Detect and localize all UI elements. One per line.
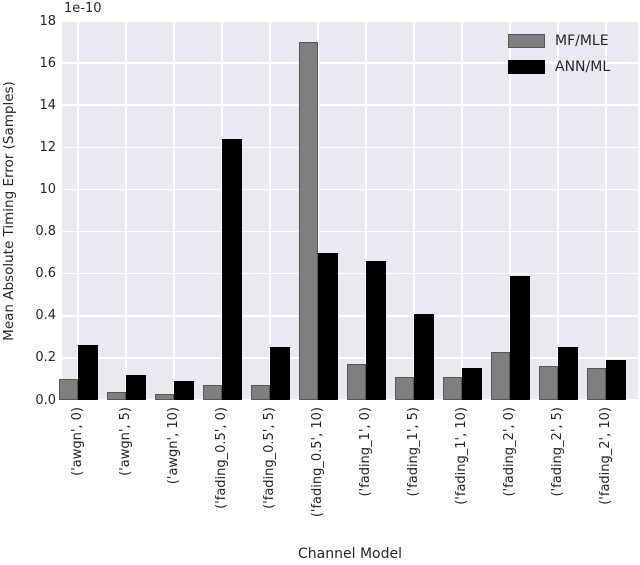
- y-axis-offset-text: 1e-10: [64, 1, 102, 16]
- y-tick-label: 18: [39, 13, 56, 29]
- legend-label-mf-mle: MF/MLE: [555, 32, 609, 49]
- bar-mf-mle-1: [106, 391, 126, 400]
- bar-ann-ml-7: [414, 313, 434, 400]
- legend: MF/MLE ANN/ML: [508, 33, 610, 85]
- gridline-horizontal: [62, 315, 638, 317]
- x-tick-label: ('fading_1', 10): [454, 407, 469, 505]
- gridline-vertical: [125, 21, 127, 400]
- gridline-vertical: [413, 21, 415, 400]
- x-tick-label: ('fading_2', 0): [502, 407, 517, 497]
- x-axis-label: Channel Model: [298, 546, 402, 562]
- legend-swatch-mf-mle: [508, 33, 545, 48]
- legend-entry-mf-mle: MF/MLE: [508, 32, 610, 49]
- y-tick-label: 0.0: [35, 392, 56, 408]
- x-tick-label: ('fading_0.5', 10): [310, 407, 325, 518]
- bar-mf-mle-2: [154, 393, 174, 400]
- bar-ann-ml-10: [558, 347, 578, 400]
- gridline-horizontal: [62, 357, 638, 359]
- gridline-horizontal: [62, 146, 638, 149]
- gridline-vertical: [365, 21, 367, 400]
- legend-entry-ann-ml: ANN/ML: [508, 58, 611, 75]
- bar-ann-ml-1: [126, 374, 146, 400]
- bar-mf-mle-9: [490, 351, 510, 400]
- gridline-vertical: [605, 21, 607, 400]
- bar-mf-mle-3: [202, 385, 222, 400]
- y-tick-label: 0.2: [35, 350, 56, 366]
- gridline-horizontal: [62, 62, 638, 64]
- legend-label-ann-ml: ANN/ML: [555, 58, 611, 75]
- gridline-vertical: [269, 21, 271, 400]
- y-tick-label: 10: [39, 181, 56, 197]
- y-tick-label: 14: [39, 97, 56, 113]
- bar-mf-mle-5: [298, 42, 318, 400]
- bar-ann-ml-8: [462, 368, 482, 400]
- bar-mf-mle-4: [250, 385, 270, 400]
- y-tick-label: 16: [39, 55, 56, 71]
- bar-mf-mle-0: [58, 378, 78, 400]
- y-tick-label: 0.4: [35, 308, 56, 324]
- y-tick-label: 0.8: [35, 224, 56, 240]
- x-tick-label: ('fading_1', 5): [406, 407, 421, 497]
- bar-ann-ml-5: [318, 252, 338, 400]
- gridline-vertical: [557, 21, 559, 400]
- bar-ann-ml-2: [174, 381, 194, 400]
- gridline-horizontal: [62, 20, 638, 22]
- x-tick-label: ('awgn', 0): [70, 407, 85, 476]
- y-tick-label: 12: [39, 139, 56, 155]
- gridline-horizontal: [62, 272, 638, 275]
- bar-mf-mle-6: [346, 364, 366, 400]
- x-tick-label: ('fading_2', 10): [598, 407, 613, 505]
- gridline-vertical: [173, 21, 175, 400]
- x-tick-label: ('awgn', 10): [166, 407, 181, 485]
- bar-mf-mle-10: [538, 366, 558, 400]
- bar-ann-ml-4: [270, 347, 290, 400]
- bar-ann-ml-6: [366, 261, 386, 400]
- x-tick-label: ('fading_1', 0): [358, 407, 373, 497]
- x-tick-label: ('fading_2', 5): [550, 407, 565, 497]
- gridline-vertical: [461, 21, 463, 400]
- bar-mf-mle-8: [442, 376, 462, 400]
- gridline-vertical: [317, 21, 319, 400]
- gridline-horizontal: [62, 399, 638, 401]
- x-tick-label: ('awgn', 5): [118, 407, 133, 476]
- x-tick-label: ('fading_0.5', 0): [214, 407, 229, 509]
- gridline-vertical: [509, 21, 511, 400]
- bar-ann-ml-0: [78, 345, 98, 400]
- bar-mf-mle-11: [586, 368, 606, 400]
- bar-ann-ml-11: [606, 360, 626, 400]
- gridline-horizontal: [62, 230, 638, 233]
- bar-ann-ml-9: [510, 275, 530, 400]
- x-tick-label: ('fading_0.5', 5): [262, 407, 277, 509]
- gridline-horizontal: [62, 188, 638, 191]
- legend-swatch-ann-ml: [508, 59, 545, 74]
- y-tick-label: 0.6: [35, 266, 56, 282]
- bar-mf-mle-7: [394, 376, 414, 400]
- gridline-horizontal: [62, 104, 638, 106]
- gridline-vertical: [77, 21, 79, 400]
- bar-ann-ml-3: [222, 138, 242, 400]
- plot-area: [58, 20, 638, 401]
